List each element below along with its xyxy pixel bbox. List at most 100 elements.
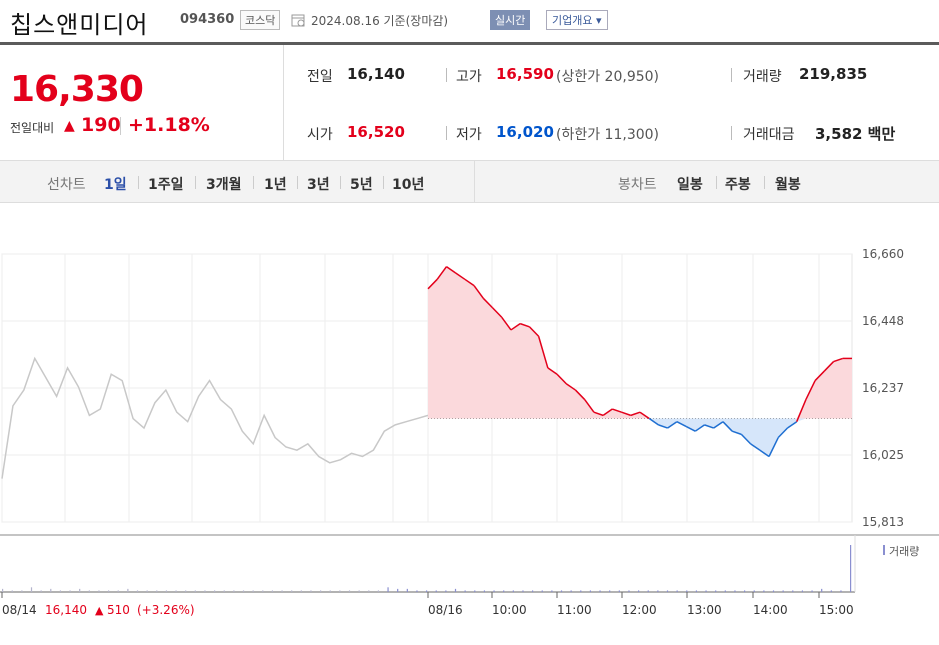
trade-value: 3,582 백만 (815, 125, 896, 143)
realtime-button[interactable]: 실시간 (490, 10, 531, 30)
volume-bar (532, 590, 534, 592)
volume-bar (522, 590, 524, 592)
volume-bar (541, 590, 543, 592)
volume-legend-swatch (883, 545, 885, 555)
period-3y[interactable]: 3년 (307, 177, 330, 193)
volume-bar (724, 590, 726, 592)
volume-bar (744, 590, 746, 592)
period-10y[interactable]: 10년 (392, 177, 425, 193)
volume-bar (426, 590, 428, 592)
today-series-segment (464, 278, 475, 287)
volume-bar (69, 590, 71, 592)
volume-bar (339, 590, 341, 592)
today-series-segment (427, 278, 438, 290)
prev-close-value: 16,140 (347, 65, 405, 83)
volume-bar (445, 590, 447, 592)
volume-bar (570, 590, 572, 592)
today-series-segment (704, 424, 714, 429)
line-chart-label[interactable]: 선차트 (47, 177, 86, 193)
period-1y[interactable]: 1년 (264, 177, 287, 193)
volume-bar (175, 590, 177, 592)
company-overview-dropdown[interactable]: 기업개요 ▾ (546, 10, 608, 30)
period-1w[interactable]: 1주일 (148, 177, 184, 193)
volume-bar (464, 590, 466, 592)
stock-name: 칩스앤미디어 (10, 11, 149, 39)
volume-value: 219,835 (799, 65, 868, 83)
volume-bar (88, 590, 90, 592)
volume-bar (281, 590, 283, 592)
today-series-segment (713, 421, 724, 429)
x-tick-label: 15:00 (819, 603, 854, 617)
volume-bar (233, 590, 235, 592)
volume-bar (638, 590, 640, 592)
today-series-segment (731, 430, 742, 436)
open-label: 시가 (307, 127, 333, 143)
open-value: 16,520 (347, 123, 405, 141)
up-arrow-icon: ▲ (95, 604, 104, 617)
volume-bar (628, 590, 630, 592)
volume-bar (348, 590, 351, 592)
today-series-segment (565, 383, 576, 391)
divider (446, 126, 447, 140)
volume-bar (493, 590, 495, 592)
current-price: 16,330 (10, 69, 144, 110)
volume-bar (599, 590, 601, 592)
volume-bar (686, 590, 688, 592)
volume-bar (300, 590, 302, 592)
volume-bar (734, 590, 736, 592)
volume-bar (435, 590, 437, 592)
volume-bar (782, 590, 784, 592)
volume-bar (108, 590, 110, 592)
today-series-segment (814, 370, 825, 382)
divider (253, 176, 254, 189)
volume-bar (580, 590, 582, 592)
today-series-segment (805, 380, 816, 400)
y-tick-label: 15,813 (862, 515, 904, 529)
today-series-segment (777, 427, 789, 439)
candle-chart-label[interactable]: 봉차트 (618, 177, 657, 193)
today-series-segment (694, 424, 705, 432)
today-series-segment (768, 437, 779, 457)
volume-bar (676, 590, 678, 592)
volume-bar (2, 588, 4, 592)
period-1d[interactable]: 1일 (104, 177, 127, 193)
volume-bar (320, 590, 322, 592)
divider (120, 117, 121, 135)
volume-bar (695, 590, 698, 592)
volume-legend-label: 거래량 (889, 545, 919, 558)
divider (716, 176, 717, 189)
today-series-segment (621, 411, 632, 417)
candle-daily[interactable]: 일봉 (677, 177, 703, 193)
candle-weekly[interactable]: 주봉 (725, 177, 751, 193)
volume-bar (551, 590, 553, 592)
candle-monthly[interactable]: 월봉 (775, 177, 801, 193)
x-tick-label: 10:00 (492, 603, 527, 617)
volume-bar (416, 590, 418, 592)
high-value: 16,590 (496, 65, 554, 83)
volume-bar (792, 590, 794, 592)
volume-bar (715, 590, 717, 592)
volume-bar (50, 588, 52, 592)
divider (446, 68, 447, 82)
volume-bar (772, 590, 775, 592)
today-series-segment (823, 361, 835, 372)
today-series-segment (612, 408, 622, 413)
today-series-segment (556, 373, 567, 385)
volume-bar (262, 590, 264, 592)
volume-bar (801, 590, 804, 592)
high-label: 고가 (456, 69, 482, 85)
divider (138, 176, 139, 189)
divider (340, 176, 341, 189)
volume-bar (40, 590, 42, 592)
volume-bar (483, 590, 486, 592)
today-series-segment (685, 425, 696, 432)
volume-bar (589, 590, 592, 592)
volume-bar (98, 590, 100, 592)
x-tick-label: 14:00 (753, 603, 788, 617)
divider (383, 176, 384, 189)
period-5y[interactable]: 5년 (350, 177, 373, 193)
volume-bar (618, 590, 620, 592)
intraday-price-chart: 16,660 16,448 16,237 16,025 15,813 거래량 08/14 08… (0, 247, 939, 617)
prev-day-change: 510 (107, 603, 130, 617)
period-3m[interactable]: 3개월 (206, 177, 242, 193)
